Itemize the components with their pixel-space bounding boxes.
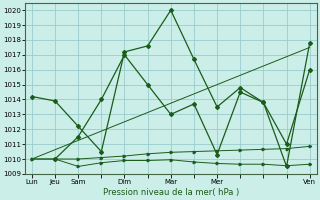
X-axis label: Pression niveau de la mer( hPa ): Pression niveau de la mer( hPa ) [103,188,239,197]
